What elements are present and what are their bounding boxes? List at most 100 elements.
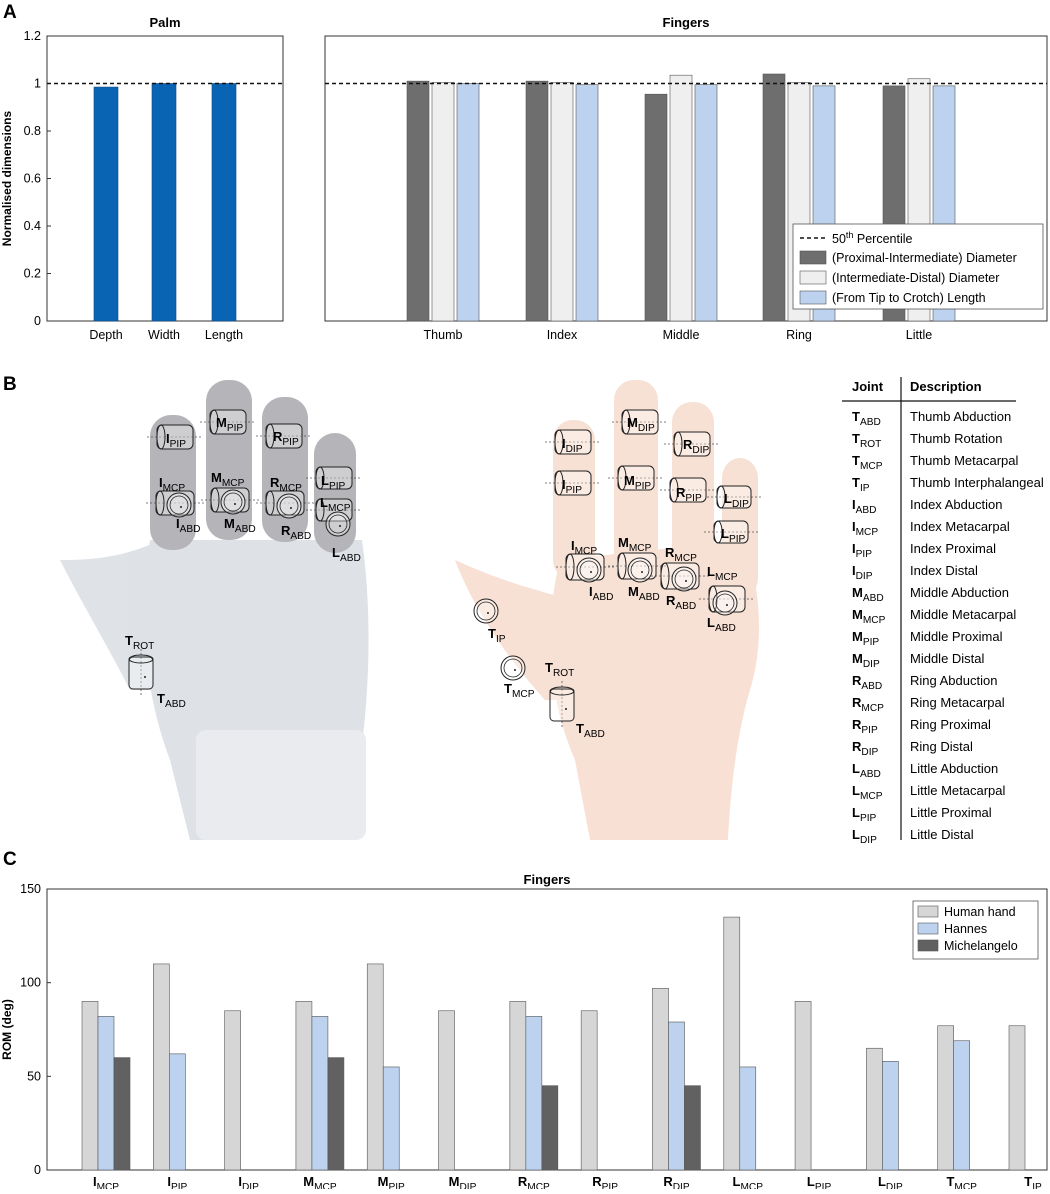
rom-ylabel: ROM (deg) (0, 999, 14, 1060)
joint-cylinder (147, 424, 203, 450)
palm-ylabel: Normalised dimensions (0, 110, 14, 246)
fingers-xtick-label: Little (906, 328, 932, 342)
rom-ytick-label: 0 (34, 1163, 41, 1177)
rom-ytick-label: 150 (20, 882, 41, 896)
table-joint-cell: IDIP (852, 563, 873, 582)
joint-end (156, 424, 166, 450)
joint-body (128, 656, 154, 690)
table-joint-cell: MDIP (852, 651, 880, 670)
rom-bar (937, 1025, 954, 1171)
rom-bar (311, 1016, 329, 1171)
rom-bar (113, 1057, 131, 1171)
panel-letter-b: B (3, 374, 17, 395)
joint-disc-inner (223, 492, 243, 512)
fingers-bar (762, 73, 786, 322)
rom-xtick-label: LDIP (878, 1174, 903, 1189)
right-joint-label: TIP (488, 626, 506, 645)
right-joint-label: TABD (576, 721, 605, 740)
joint-end (549, 686, 575, 696)
rom-bar (739, 1066, 757, 1171)
joint-disc-inner (328, 514, 348, 534)
joint-end (554, 470, 564, 496)
joint-disc-inner (169, 495, 189, 515)
joint-cylinder (612, 409, 668, 435)
legend-label: Human hand (944, 905, 1016, 919)
right-joint-label: IABD (589, 584, 613, 603)
joint-end (565, 553, 575, 581)
palm-xtick-label: Depth (89, 328, 122, 342)
joint-end (673, 431, 683, 457)
palm-ytick-label: 0.8 (24, 124, 41, 138)
joint-dot (180, 506, 182, 508)
left-joint-label: MMCP (211, 470, 245, 489)
joint-disc-inner (674, 569, 694, 589)
joint-dot (641, 571, 643, 573)
table-joint-cell: MABD (852, 585, 884, 604)
joint-cylinder (608, 465, 664, 491)
joint-dot (487, 612, 489, 614)
left-joint-label: IABD (176, 516, 200, 535)
joint-cylinder (704, 520, 758, 544)
table-joint-cell: RMCP (852, 695, 884, 714)
fingers-bar (525, 80, 549, 322)
rom-xtick-label: IDIP (238, 1174, 259, 1189)
rom-bar (153, 963, 170, 1171)
legend-swatch (917, 922, 939, 935)
rom-bar (541, 1085, 559, 1171)
joint-cylinder (306, 466, 362, 490)
rom-bar (81, 1001, 99, 1171)
rom-xtick-label: MPIP (378, 1174, 405, 1189)
joint-dot (144, 676, 146, 678)
table-description-cell: Ring Abduction (910, 673, 997, 688)
right-hand-image (455, 380, 760, 840)
joint-dot (565, 708, 567, 710)
palm-bar (93, 86, 119, 322)
left-finger (262, 397, 308, 542)
table-description-cell: Ring Proximal (910, 717, 991, 732)
rom-xtick-label: RMCP (518, 1174, 550, 1189)
right-joint-label: TROT (545, 660, 574, 679)
joint-end (209, 409, 219, 435)
joint-disc (473, 598, 499, 624)
right-joint-label: RABD (666, 593, 696, 612)
legend-swatch (799, 290, 827, 305)
left-joint-label: TABD (157, 691, 186, 710)
fingers-legend: 50th Percentile (Proximal-Intermediate) D… (792, 223, 1044, 310)
table-joint-cell: RABD (852, 673, 882, 692)
palm-ytick-label: 1.2 (24, 29, 41, 43)
fingers-bar (406, 80, 430, 322)
rom-bar (295, 1001, 313, 1171)
right-joint-label: TMCP (504, 681, 535, 700)
fingers-bar (644, 93, 668, 322)
fingers-xtick-label: Ring (786, 328, 812, 342)
joint-cylinder (201, 487, 259, 513)
left-joint-label: LPIP (321, 473, 346, 492)
joint-end (617, 552, 627, 580)
joint-dot (685, 580, 687, 582)
rom-xtick-label: LPIP (807, 1174, 832, 1189)
rom-bar (580, 1010, 598, 1171)
joint-disc-inner (715, 593, 735, 613)
rom-xtick-label: MMCP (303, 1174, 337, 1189)
panel-b: B IPIP MPIP RPIP IMCP MMCP RMCP LPIP LMCP IABD MAB… (3, 374, 1044, 846)
right-joint-label: LABD (707, 615, 736, 634)
fingers-bar (669, 74, 693, 322)
rom-bar (866, 1047, 883, 1171)
joint-vertical-cylinder (549, 681, 575, 729)
right-joint-label: IMCP (571, 538, 597, 557)
left-joint-label: TROT (125, 633, 154, 652)
rom-bar (1008, 1025, 1026, 1171)
rom-bar (97, 1016, 115, 1171)
right-joint-label: MMCP (618, 535, 652, 554)
joint-disc-inner (630, 560, 650, 580)
table-joint-cell: MPIP (852, 629, 879, 648)
right-finger (722, 458, 758, 598)
table-header-joint: Joint (852, 379, 884, 394)
table-description-cell: Ring Metacarpal (910, 695, 1005, 710)
rom-xtick-label: RPIP (592, 1174, 618, 1189)
table-joint-cell: IABD (852, 497, 876, 516)
joint-end (660, 562, 670, 590)
joint-end (265, 490, 275, 516)
table-description-cell: Little Metacarpal (910, 783, 1005, 798)
